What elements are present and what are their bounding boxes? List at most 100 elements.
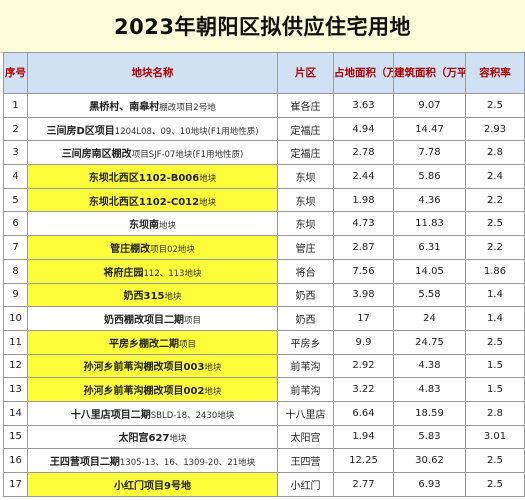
cell-name-sub: 1305-13、16、1309-20、21地块 — [119, 458, 256, 469]
table-row: 7 管庄棚改项目02地块 管庄 2.87 6.31 2.2 — [3, 235, 525, 260]
cell-no: 3 — [3, 140, 28, 166]
document-title: 2023年朝阳区拟供应住宅用地 — [0, 0, 525, 53]
header-land-area: 占地面积（万平） — [333, 52, 394, 94]
table-row: 1 黑桥村、南皋村棚改项目2号地 崔各庄 3.63 9.07 2.5 — [3, 93, 525, 118]
table-row: 5 东坝北西区1102-C012地块 东坝 1.98 4.36 2.2 — [3, 187, 525, 213]
cell-name-main: 黑桥村、南皋村 — [89, 101, 160, 113]
cell-land-area: 17 — [333, 306, 394, 331]
cell-name: 太阳宫627地块 — [27, 424, 278, 450]
cell-name: 十八里店项目二期SBLD-18、2430地块 — [27, 400, 278, 426]
cell-name-sub: 项目02地块 — [150, 244, 195, 255]
header-area: 片区 — [277, 52, 334, 94]
cell-land-area: 2.78 — [333, 140, 394, 166]
cell-land-area: 2.77 — [333, 472, 394, 497]
cell-build-area: 11.83 — [393, 211, 466, 237]
cell-name-main: 三间房南区棚改 — [61, 149, 132, 161]
table-row: 14 十八里店项目二期SBLD-18、2430地块 十八里店 6.64 18.59 2.8 — [3, 400, 525, 426]
cell-build-area: 5.58 — [393, 282, 466, 308]
land-supply-table: 序号 地块名称 片区 占地面积（万平） 建筑面积（万平） 容积率 1 黑桥村、南皋… — [3, 52, 525, 497]
table-row: 2 三间房D区项目1204L08、09、10地块(F1用地性质) 定福庄 4.94 14… — [3, 116, 525, 142]
cell-area: 东坝 — [277, 211, 334, 237]
cell-name-main: 将府庄园 — [103, 267, 144, 279]
cell-build-area: 4.83 — [393, 377, 466, 402]
cell-build-area: 14.47 — [393, 116, 466, 142]
cell-name-main: 孙河乡前苇沟棚改项目003 — [83, 362, 205, 374]
cell-far: 2.93 — [465, 116, 525, 142]
table-row: 4 东坝北西区1102-B006地块 东坝 2.44 5.86 2.4 — [3, 164, 525, 189]
cell-name-sub: 112、113地块 — [143, 268, 202, 279]
cell-land-area: 3.22 — [333, 377, 394, 402]
cell-area: 定福庄 — [277, 140, 334, 166]
cell-far: 1.5 — [465, 353, 525, 379]
cell-name-main: 王四营项目二期 — [49, 457, 120, 469]
cell-land-area: 1.94 — [333, 424, 394, 450]
cell-build-area: 4.38 — [393, 353, 466, 379]
cell-name: 孙河乡前苇沟棚改项目002地块 — [27, 377, 278, 402]
cell-build-area: 6.93 — [393, 472, 466, 497]
cell-far: 1.5 — [465, 377, 525, 402]
cell-build-area: 7.78 — [393, 140, 466, 166]
cell-far: 2.8 — [465, 140, 525, 166]
cell-name-sub: 地块 — [199, 197, 217, 208]
cell-name-sub: SBLD-18、2430地块 — [150, 410, 235, 421]
cell-name: 东坝北西区1102-C012地块 — [27, 187, 278, 213]
cell-no: 11 — [3, 329, 28, 355]
cell-no: 4 — [3, 164, 28, 189]
cell-build-area: 18.59 — [393, 400, 466, 426]
cell-name-sub: 地块 — [158, 221, 176, 232]
cell-name-sub: 棚改项目2号地 — [159, 102, 216, 113]
cell-land-area: 6.64 — [333, 400, 394, 426]
cell-area: 奶西 — [277, 282, 334, 308]
cell-far: 2.5 — [465, 211, 525, 237]
cell-area: 前苇沟 — [277, 353, 334, 379]
cell-name-main: 管庄棚改 — [110, 243, 151, 255]
table-body: 1 黑桥村、南皋村棚改项目2号地 崔各庄 3.63 9.07 2.5 2 三间房D区项目120… — [3, 93, 525, 497]
table-row: 6 东坝南地块 东坝 4.73 11.83 2.5 — [3, 211, 525, 237]
cell-name: 三间房D区项目1204L08、09、10地块(F1用地性质) — [27, 116, 278, 142]
cell-far: 2.5 — [465, 472, 525, 497]
cell-name-main: 平房乡棚改二期 — [108, 338, 179, 350]
header-far: 容积率 — [465, 52, 525, 94]
cell-name-main: 东坝北西区1102-B006 — [88, 172, 200, 184]
cell-build-area: 6.31 — [393, 235, 466, 260]
cell-land-area: 2.92 — [333, 353, 394, 379]
cell-no: 5 — [3, 187, 28, 213]
header-name: 地块名称 — [27, 52, 278, 94]
table-row: 3 三间房南区棚改项目SJF-07地块(F1用地性质) 定福庄 2.78 7.78 2.8 — [3, 140, 525, 166]
cell-area: 平房乡 — [277, 329, 334, 355]
cell-name-sub: 项目SJF-07地块(F1用地性质) — [131, 150, 244, 161]
cell-land-area: 2.44 — [333, 164, 394, 189]
cell-area: 奶西 — [277, 306, 334, 331]
cell-no: 13 — [3, 377, 28, 402]
table-row: 9 奶西315地块 奶西 3.98 5.58 1.4 — [3, 282, 525, 308]
cell-land-area: 3.98 — [333, 282, 394, 308]
cell-area: 崔各庄 — [277, 93, 334, 118]
cell-name-main: 三间房D区项目 — [46, 125, 115, 137]
table-row: 11 平房乡棚改二期项目 平房乡 9.9 24.75 2.5 — [3, 329, 525, 355]
cell-no: 6 — [3, 211, 28, 237]
cell-name-main: 奶西棚改项目二期 — [103, 315, 184, 327]
cell-no: 8 — [3, 258, 28, 284]
cell-name: 管庄棚改项目02地块 — [27, 235, 278, 260]
cell-no: 9 — [3, 282, 28, 308]
cell-far: 2.2 — [465, 235, 525, 260]
cell-no: 1 — [3, 93, 28, 118]
cell-area: 十八里店 — [277, 400, 334, 426]
table-row: 8 将府庄园112、113地块 将台 7.56 14.05 1.86 — [3, 258, 525, 284]
cell-area: 定福庄 — [277, 116, 334, 142]
cell-area: 管庄 — [277, 235, 334, 260]
cell-no: 10 — [3, 306, 28, 331]
table-header-row: 序号 地块名称 片区 占地面积（万平） 建筑面积（万平） 容积率 — [3, 52, 525, 94]
cell-no: 16 — [3, 448, 28, 473]
cell-no: 7 — [3, 235, 28, 260]
cell-name-main: 小红门项目9号地 — [114, 480, 191, 492]
cell-land-area: 4.73 — [333, 211, 394, 237]
cell-land-area: 3.63 — [333, 93, 394, 118]
cell-area: 东坝 — [277, 187, 334, 213]
cell-no: 14 — [3, 400, 28, 426]
cell-build-area: 24.75 — [393, 329, 466, 355]
header-build-area: 建筑面积（万平） — [393, 52, 466, 94]
cell-name-main: 太阳宫627 — [118, 433, 170, 445]
cell-land-area: 2.87 — [333, 235, 394, 260]
cell-land-area: 4.94 — [333, 116, 394, 142]
